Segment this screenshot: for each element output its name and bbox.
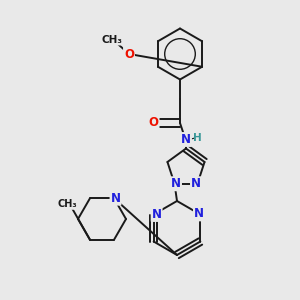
Text: N: N [110, 192, 121, 205]
Text: N: N [181, 133, 191, 146]
Text: N: N [171, 177, 181, 190]
Text: N: N [152, 208, 162, 221]
Text: N: N [191, 177, 201, 190]
Text: O: O [124, 47, 134, 61]
Text: N: N [194, 207, 204, 220]
Text: CH₃: CH₃ [57, 199, 77, 209]
Text: O: O [148, 116, 159, 130]
Text: CH₃: CH₃ [102, 34, 123, 45]
Text: H: H [193, 133, 202, 143]
